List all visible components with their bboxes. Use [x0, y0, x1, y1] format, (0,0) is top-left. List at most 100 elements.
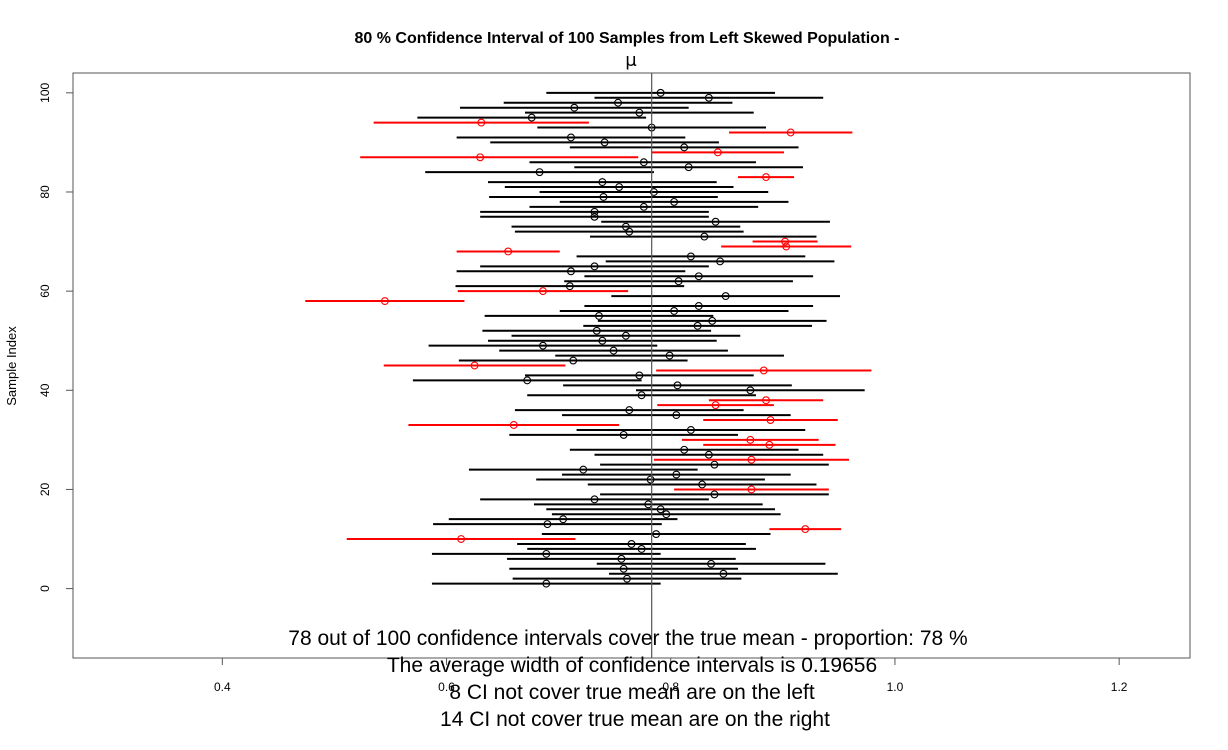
- ci-mean-point-57: [694, 302, 703, 310]
- chart-title: 80 % Confidence Interval of 100 Samples …: [354, 30, 899, 47]
- ci-mean-point-23: [672, 470, 681, 479]
- ci-mean-point-20: [747, 485, 756, 494]
- ci-mean-point-21: [698, 480, 707, 489]
- ci-mean-point-74: [711, 217, 720, 226]
- ci-mean-point-6: [617, 554, 626, 563]
- x-axis-ticks: 0.4 0.6 0.8 1.0 1.2: [214, 658, 1128, 694]
- ci-mean-point-98: [614, 98, 622, 107]
- ci-mean-point-34: [766, 416, 775, 424]
- ci-mean-point-46: [569, 356, 578, 365]
- ci-mean-point-61: [565, 282, 574, 291]
- ci-mean-point-8: [637, 544, 646, 553]
- ci-mean-point-71: [700, 232, 709, 241]
- ci-mean-point-99: [704, 93, 713, 102]
- ci-mean-point-22: [646, 475, 655, 484]
- y-tick-label-2: 40: [38, 383, 52, 397]
- ci-mean-point-38: [762, 396, 770, 405]
- ci-mean-point-39: [637, 391, 646, 400]
- ci-mean-point-41: [673, 381, 682, 390]
- ci-mean-point-48: [609, 346, 618, 355]
- ci-mean-point-56: [670, 307, 679, 315]
- ci-mean-point-14: [559, 515, 568, 524]
- ci-mean-point-97: [570, 103, 579, 112]
- ci-mean-point-95: [527, 113, 536, 122]
- right-miss-text: 14 CI not cover true mean are on the rig…: [440, 708, 830, 731]
- ci-mean-point-50: [598, 336, 607, 345]
- ci-mean-point-40: [746, 386, 755, 395]
- ci-mean-point-92: [786, 128, 795, 137]
- ci-mean-point-77: [639, 202, 648, 211]
- ci-mean-point-42: [523, 376, 532, 385]
- ci-mean-point-11: [652, 530, 661, 539]
- ci-mean-point-33: [509, 421, 518, 429]
- ci-mean-point-70: [781, 237, 790, 246]
- ci-mean-point-79: [599, 192, 608, 201]
- ci-mean-point-83: [762, 173, 770, 182]
- ci-mean-point-44: [759, 366, 768, 375]
- y-tick-label-3: 60: [38, 284, 52, 298]
- ci-mean-point-27: [704, 450, 713, 459]
- y-tick-label-1: 20: [38, 482, 52, 496]
- ci-mean-point-9: [627, 540, 636, 548]
- ci-mean-point-26: [747, 455, 756, 464]
- ci-mean-point-13: [543, 520, 552, 529]
- ci-mean-point-16: [656, 505, 665, 514]
- ci-mean-point-87: [476, 153, 485, 162]
- ci-mean-point-30: [746, 435, 755, 444]
- ci-mean-point-81: [615, 183, 624, 191]
- y-axis-label: Sample Index: [4, 326, 19, 406]
- ci-mean-point-84: [535, 168, 544, 177]
- ci-mean-point-47: [665, 351, 674, 360]
- ci-mean-point-54: [708, 316, 717, 325]
- y-axis-ticks: 0 20 40 60 80 100: [38, 82, 73, 592]
- ci-mean-point-75: [590, 212, 599, 221]
- x-tick-label-0: 0.4: [214, 680, 231, 694]
- ci-mean-point-36: [625, 406, 634, 415]
- left-miss-text: 8 CI not cover true mean are on the left: [449, 681, 815, 704]
- chart-subtitle: μ: [625, 50, 637, 71]
- ci-mean-point-80: [649, 188, 658, 196]
- ci-mean-point-60: [538, 287, 547, 296]
- ci-mean-point-90: [600, 138, 609, 147]
- ci-mean-point-19: [710, 490, 719, 499]
- ci-mean-point-1: [542, 579, 551, 588]
- ci-mean-point-86: [639, 158, 648, 167]
- y-tick-label-5: 100: [38, 82, 52, 102]
- ci-mean-point-18: [590, 495, 599, 504]
- ci-mean-point-3: [719, 569, 728, 578]
- ci-mean-point-43: [635, 371, 644, 380]
- ci-mean-point-32: [686, 425, 695, 434]
- ci-mean-point-69: [782, 242, 791, 251]
- ci-mean-point-91: [567, 133, 575, 142]
- ci-mean-point-82: [598, 178, 607, 187]
- ci-mean-point-63: [694, 272, 703, 281]
- coverage-summary-text: 78 out of 100 confidence intervals cover…: [288, 627, 967, 650]
- x-tick-label-2: 0.8: [662, 680, 679, 694]
- ci-mean-point-55: [595, 311, 603, 320]
- x-tick-label-4: 1.2: [1111, 680, 1128, 694]
- ci-mean-point-4: [619, 564, 628, 573]
- ci-mean-point-67: [686, 252, 695, 261]
- x-tick-label-1: 0.6: [438, 680, 455, 694]
- ci-mean-point-65: [590, 262, 599, 271]
- ci-mean-point-52: [592, 326, 601, 335]
- ci-mean-point-58: [380, 297, 389, 306]
- ci-mean-point-64: [567, 267, 575, 276]
- ci-mean-point-76: [590, 207, 599, 216]
- ci-mean-point-25: [710, 460, 719, 469]
- ci-mean-point-10: [457, 535, 466, 543]
- ci-mean-point-59: [721, 292, 730, 301]
- ci-mean-point-24: [579, 465, 588, 474]
- ci-mean-point-29: [765, 440, 774, 449]
- plot-frame: [72, 72, 1191, 659]
- ci-mean-point-15: [662, 510, 671, 519]
- ci-mean-point-28: [680, 445, 689, 454]
- ci-mean-point-89: [680, 143, 689, 152]
- ci-mean-point-7: [542, 549, 551, 558]
- ci-mean-point-49: [538, 341, 547, 350]
- ci-mean-point-5: [707, 559, 716, 568]
- ci-mean-point-35: [672, 411, 681, 420]
- ci-mean-point-100: [656, 88, 665, 97]
- ci-mean-point-12: [801, 525, 810, 534]
- ci-mean-point-68: [504, 247, 513, 256]
